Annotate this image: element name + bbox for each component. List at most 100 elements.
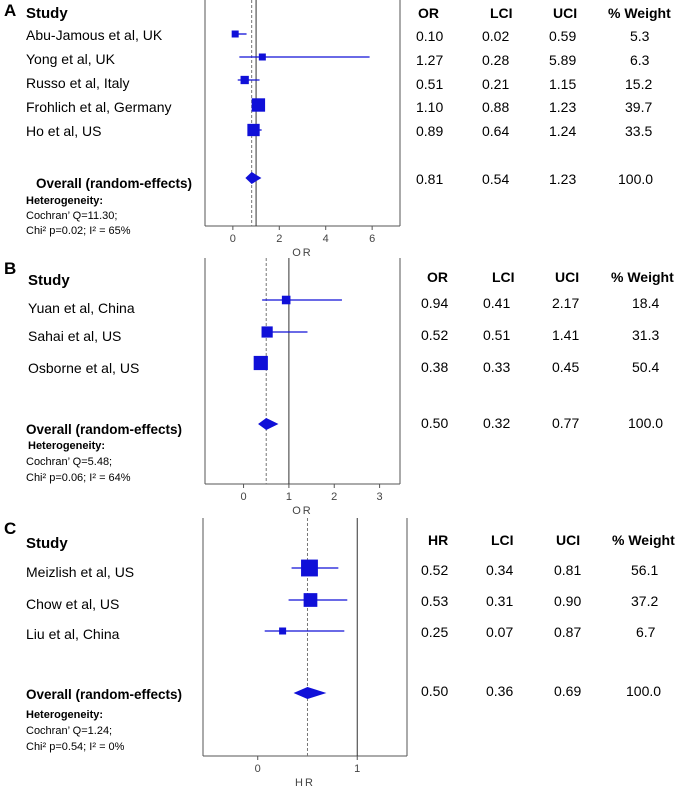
study-name: Sahai et al, US <box>28 328 122 344</box>
cell-weight: 15.2 <box>625 76 653 92</box>
cell-lci: 0.28 <box>482 52 510 68</box>
cell-lci: 0.41 <box>483 295 511 311</box>
cell-weight: 5.3 <box>630 28 650 44</box>
col-header-uci: UCI <box>555 269 580 285</box>
heterogeneity-q: Cochran’ Q=5.48; <box>26 456 113 468</box>
col-header-lci: LCI <box>492 269 515 285</box>
cell-weight: 18.4 <box>632 295 660 311</box>
study-header: Study <box>28 272 70 289</box>
col-header-weight: % Weight <box>612 532 675 548</box>
cell-or: 1.10 <box>416 99 444 115</box>
cell-uci: 0.90 <box>554 593 582 609</box>
overall-label: Overall (random-effects) <box>36 176 193 191</box>
forest-plot-b: 0 1 2 3 OR <box>204 258 401 517</box>
cell-overall-uci: 1.23 <box>549 171 577 187</box>
cell-hr: 0.52 <box>421 562 449 578</box>
cell-weight: 31.3 <box>632 327 660 343</box>
study-square-marker <box>281 295 291 305</box>
cell-overall-weight: 100.0 <box>628 415 664 431</box>
study-name: Ho et al, US <box>26 123 102 139</box>
study-name: Liu et al, China <box>26 626 120 642</box>
cell-or: 0.51 <box>416 76 444 92</box>
cell-overall-weight: 100.0 <box>626 683 662 699</box>
study-square-marker <box>240 75 249 85</box>
study-header: Study <box>26 535 68 552</box>
cell-or: 0.89 <box>416 123 444 139</box>
study-name: Yong et al, UK <box>26 51 115 67</box>
x-axis-label: HR <box>295 777 315 789</box>
cell-uci: 1.41 <box>552 327 580 343</box>
forest-panel-b: B Study Yuan et al, China Sahai et al, U… <box>0 258 685 517</box>
cell-overall-uci: 0.77 <box>552 415 580 431</box>
cell-lci: 0.64 <box>482 123 510 139</box>
cell-lci: 0.07 <box>486 624 514 640</box>
forest-panel-a: A Study Abu-Jamous et al, UK Yong et al,… <box>0 0 685 259</box>
cell-uci: 0.45 <box>552 359 580 375</box>
cell-lci: 0.33 <box>483 359 511 375</box>
cell-or: 0.94 <box>421 295 449 311</box>
x-tick-label: 4 <box>323 233 329 245</box>
study-square-marker <box>261 326 273 338</box>
cell-lci: 0.02 <box>482 28 510 44</box>
study-square-marker <box>231 30 239 38</box>
col-header-weight: % Weight <box>611 269 674 285</box>
x-tick-label: 1 <box>354 763 360 775</box>
study-header: Study <box>26 5 68 22</box>
x-tick-label: 2 <box>331 491 337 503</box>
forest-plot-a: 0 2 4 6 OR <box>204 0 401 259</box>
cell-weight: 6.3 <box>630 52 650 68</box>
x-tick-label: 0 <box>230 233 236 245</box>
cell-lci: 0.21 <box>482 76 510 92</box>
x-axis-label: OR <box>292 247 313 259</box>
cell-overall-or: 0.81 <box>416 171 444 187</box>
cell-or: 0.38 <box>421 359 449 375</box>
col-header-weight: % Weight <box>608 5 671 21</box>
overall-diamond-marker <box>258 418 279 430</box>
cell-overall-weight: 100.0 <box>618 171 654 187</box>
cell-weight: 39.7 <box>625 99 653 115</box>
cell-uci: 1.23 <box>549 99 577 115</box>
x-tick-label: 0 <box>255 763 261 775</box>
heterogeneity-title: Heterogeneity: <box>28 440 106 452</box>
study-square-marker <box>247 123 260 137</box>
study-square-marker <box>301 559 318 577</box>
panel-letter: C <box>4 519 17 538</box>
panel-letter: B <box>4 259 17 278</box>
cell-overall-lci: 0.54 <box>482 171 510 187</box>
col-header-lci: LCI <box>490 5 513 21</box>
cell-uci: 2.17 <box>552 295 580 311</box>
study-square-marker <box>258 53 266 61</box>
cell-lci: 0.88 <box>482 99 510 115</box>
study-name: Abu-Jamous et al, UK <box>26 27 163 43</box>
col-header-lci: LCI <box>491 532 514 548</box>
cell-weight: 37.2 <box>631 593 659 609</box>
cell-hr: 0.25 <box>421 624 449 640</box>
cell-overall-lci: 0.32 <box>483 415 511 431</box>
forest-panel-c: C Study Meizlish et al, US Chow et al, U… <box>0 518 685 790</box>
panel-letter: A <box>4 1 17 20</box>
cell-weight: 56.1 <box>631 562 659 578</box>
col-header-effect: OR <box>427 269 448 285</box>
cell-overall-or: 0.50 <box>421 415 449 431</box>
study-square-marker <box>279 627 287 635</box>
heterogeneity-q: Cochran’ Q=1.24; <box>26 725 113 737</box>
cell-uci: 1.24 <box>549 123 577 139</box>
study-name: Russo et al, Italy <box>26 75 130 91</box>
cell-uci: 1.15 <box>549 76 577 92</box>
study-name: Yuan et al, China <box>28 300 135 316</box>
study-name: Frohlich et al, Germany <box>26 99 172 115</box>
study-square-marker <box>253 355 268 371</box>
overall-diamond-marker <box>245 172 262 184</box>
cell-uci: 0.59 <box>549 28 577 44</box>
x-tick-label: 0 <box>240 491 246 503</box>
col-header-effect: OR <box>418 5 439 21</box>
cell-weight: 50.4 <box>632 359 660 375</box>
cell-weight: 33.5 <box>625 123 653 139</box>
cell-lci: 0.31 <box>486 593 514 609</box>
x-tick-label: 3 <box>377 491 383 503</box>
overall-diamond-marker <box>293 687 327 699</box>
x-tick-label: 2 <box>276 233 282 245</box>
study-square-marker <box>303 593 318 607</box>
cell-lci: 0.51 <box>483 327 511 343</box>
overall-label: Overall (random-effects) <box>26 422 183 437</box>
